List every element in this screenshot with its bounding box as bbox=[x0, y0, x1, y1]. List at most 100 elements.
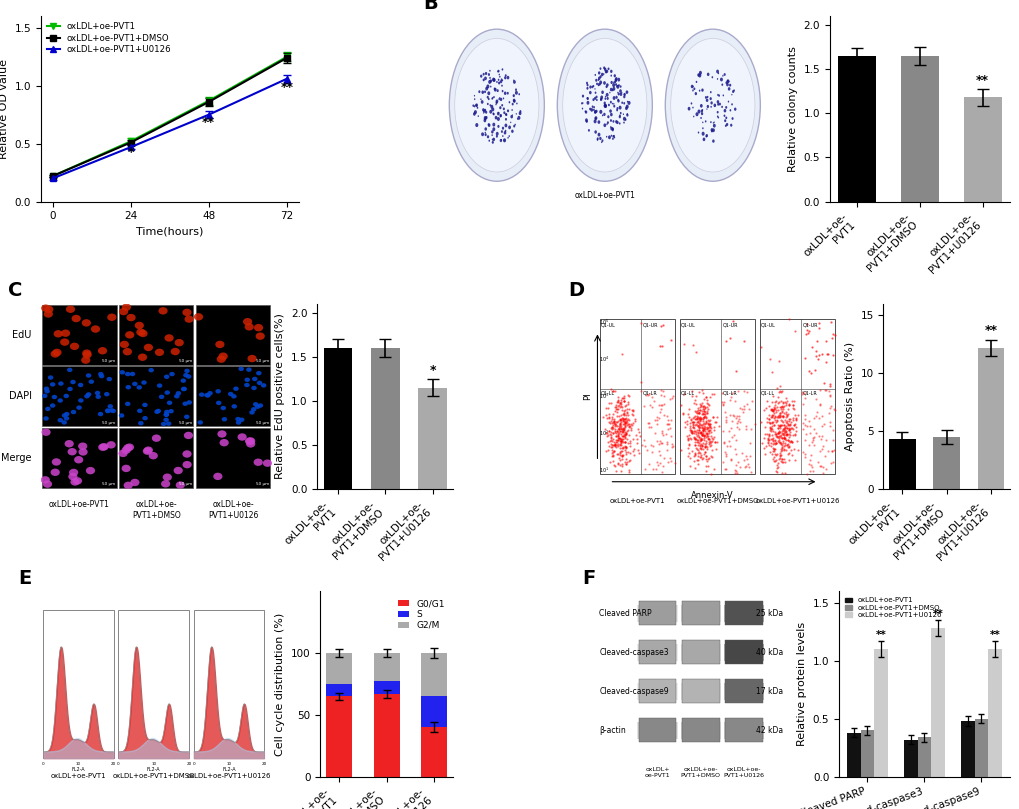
Ellipse shape bbox=[475, 123, 478, 127]
Ellipse shape bbox=[594, 116, 597, 120]
Ellipse shape bbox=[493, 96, 494, 98]
Point bbox=[611, 417, 628, 430]
Point bbox=[621, 435, 637, 448]
Point bbox=[799, 318, 815, 331]
Point bbox=[771, 410, 788, 423]
Point bbox=[631, 426, 647, 438]
Point bbox=[813, 420, 829, 433]
Point bbox=[686, 410, 702, 423]
Point bbox=[695, 403, 711, 416]
Circle shape bbox=[185, 375, 192, 379]
Ellipse shape bbox=[709, 91, 711, 93]
Point bbox=[690, 426, 706, 438]
Circle shape bbox=[169, 372, 174, 376]
Point bbox=[610, 423, 627, 436]
Circle shape bbox=[78, 398, 84, 403]
Point bbox=[815, 376, 832, 389]
Text: Q1-LL: Q1-LL bbox=[600, 391, 614, 396]
Point bbox=[622, 453, 638, 466]
Point bbox=[646, 413, 662, 426]
Ellipse shape bbox=[618, 106, 621, 109]
Point bbox=[692, 443, 708, 455]
Point bbox=[688, 442, 704, 455]
Point bbox=[612, 434, 629, 447]
Point bbox=[605, 414, 622, 427]
Point bbox=[681, 460, 697, 472]
Point bbox=[698, 430, 714, 443]
Text: oxLDL+oe-PVT1+U0126: oxLDL+oe-PVT1+U0126 bbox=[755, 498, 839, 505]
Text: **: ** bbox=[983, 324, 997, 337]
Point bbox=[765, 399, 782, 412]
Bar bbox=[421, 727, 446, 777]
Point bbox=[615, 409, 632, 421]
Ellipse shape bbox=[499, 139, 501, 142]
Point bbox=[760, 429, 776, 442]
Point bbox=[615, 428, 632, 441]
Point bbox=[689, 407, 705, 420]
Ellipse shape bbox=[591, 105, 593, 108]
Circle shape bbox=[174, 339, 183, 346]
Text: *: * bbox=[429, 364, 435, 377]
Ellipse shape bbox=[603, 68, 606, 71]
Point bbox=[769, 421, 786, 434]
Point bbox=[762, 421, 779, 434]
Ellipse shape bbox=[711, 76, 712, 78]
Ellipse shape bbox=[590, 108, 593, 112]
Ellipse shape bbox=[489, 86, 491, 87]
Point bbox=[779, 437, 795, 450]
Point bbox=[684, 420, 700, 433]
Point bbox=[698, 401, 714, 414]
Point bbox=[783, 436, 799, 449]
Point bbox=[823, 455, 840, 468]
Point bbox=[690, 404, 706, 417]
Circle shape bbox=[126, 314, 136, 321]
Point bbox=[761, 417, 777, 430]
Ellipse shape bbox=[593, 110, 596, 113]
Point bbox=[768, 382, 785, 395]
Circle shape bbox=[57, 418, 63, 422]
Point bbox=[663, 438, 680, 451]
Circle shape bbox=[263, 460, 272, 467]
Ellipse shape bbox=[473, 112, 475, 116]
Point bbox=[658, 443, 675, 456]
Circle shape bbox=[52, 458, 61, 466]
Point bbox=[765, 443, 782, 455]
Legend: G0/G1, S, G2/M: G0/G1, S, G2/M bbox=[394, 595, 448, 633]
Point bbox=[800, 364, 816, 377]
Point bbox=[690, 419, 706, 432]
Point bbox=[777, 438, 794, 451]
Ellipse shape bbox=[484, 91, 486, 93]
Point bbox=[759, 434, 775, 447]
Ellipse shape bbox=[491, 138, 493, 141]
Ellipse shape bbox=[595, 83, 597, 85]
Text: Q1-UR: Q1-UR bbox=[802, 322, 817, 327]
Point bbox=[814, 439, 830, 452]
Point bbox=[770, 384, 787, 397]
Point bbox=[700, 425, 716, 438]
Point bbox=[609, 457, 626, 470]
Point bbox=[664, 390, 681, 403]
Ellipse shape bbox=[709, 101, 712, 104]
Circle shape bbox=[245, 323, 254, 331]
Point bbox=[616, 439, 633, 452]
Point bbox=[624, 433, 640, 446]
Point bbox=[614, 422, 631, 435]
Text: FL2-A: FL2-A bbox=[71, 768, 86, 773]
Point bbox=[764, 390, 781, 403]
Ellipse shape bbox=[486, 103, 488, 105]
Point bbox=[701, 434, 717, 447]
Circle shape bbox=[83, 351, 92, 358]
Point bbox=[812, 460, 828, 472]
Point bbox=[625, 444, 641, 457]
Point bbox=[763, 445, 780, 458]
Point bbox=[691, 417, 707, 430]
Ellipse shape bbox=[594, 130, 596, 133]
Ellipse shape bbox=[497, 82, 499, 84]
Point bbox=[623, 421, 639, 434]
Point bbox=[648, 434, 664, 447]
Ellipse shape bbox=[592, 108, 594, 111]
Point bbox=[788, 421, 804, 434]
Point bbox=[618, 399, 634, 412]
Text: Q1-LR: Q1-LR bbox=[802, 391, 816, 396]
Point bbox=[698, 440, 714, 453]
